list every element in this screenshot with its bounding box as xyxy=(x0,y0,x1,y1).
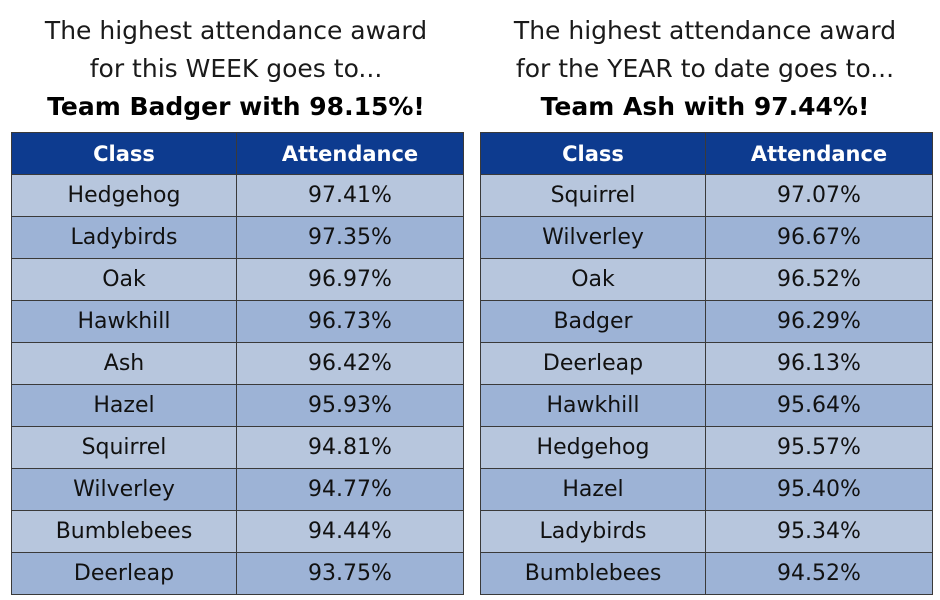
weekly-award-panel: The highest attendance award for this WE… xyxy=(11,12,464,595)
attendance-cell: 95.64% xyxy=(705,384,933,427)
yearly-table-body: Squirrel 97.07% Wilverley 96.67% Oak 96.52% Ba… xyxy=(480,174,933,595)
class-name-cell: Ladybirds xyxy=(11,216,237,259)
class-name-cell: Wilverley xyxy=(480,216,706,259)
table-row: Ash 96.42% xyxy=(11,342,464,385)
yearly-heading-line-2: for the YEAR to date goes to... xyxy=(515,54,895,83)
class-name-cell: Bumblebees xyxy=(11,510,237,553)
class-name-cell: Badger xyxy=(480,300,706,343)
attendance-cell: 96.67% xyxy=(705,216,933,259)
table-header-row: Class Attendance xyxy=(480,132,933,175)
yearly-attendance-table: Class Attendance Squirrel 97.07% Wilverley… xyxy=(480,132,933,595)
class-name-cell: Hazel xyxy=(480,468,706,511)
column-header-attendance: Attendance xyxy=(705,132,933,175)
weekly-heading-line-2: for this WEEK goes to... xyxy=(89,54,383,83)
attendance-cell: 97.41% xyxy=(236,174,464,217)
table-row: Squirrel 97.07% xyxy=(480,174,933,217)
attendance-cell: 95.34% xyxy=(705,510,933,553)
weekly-award-heading: The highest attendance award for this WE… xyxy=(11,12,461,132)
class-name-cell: Hedgehog xyxy=(480,426,706,469)
weekly-winner: Team Badger with 98.15%! xyxy=(47,92,425,121)
table-row: Bumblebees 94.44% xyxy=(11,510,464,553)
attendance-cell: 97.35% xyxy=(236,216,464,259)
class-name-cell: Hazel xyxy=(11,384,237,427)
yearly-award-heading: The highest attendance award for the YEA… xyxy=(480,12,930,132)
table-row: Ladybirds 97.35% xyxy=(11,216,464,259)
table-row: Deerleap 93.75% xyxy=(11,552,464,595)
class-name-cell: Ladybirds xyxy=(480,510,706,553)
table-row: Hawkhill 95.64% xyxy=(480,384,933,427)
table-row: Oak 96.52% xyxy=(480,258,933,301)
table-row: Deerleap 96.13% xyxy=(480,342,933,385)
column-header-attendance: Attendance xyxy=(236,132,464,175)
table-row: Oak 96.97% xyxy=(11,258,464,301)
table-row: Badger 96.29% xyxy=(480,300,933,343)
class-name-cell: Bumblebees xyxy=(480,552,706,595)
attendance-cell: 93.75% xyxy=(236,552,464,595)
class-name-cell: Wilverley xyxy=(11,468,237,511)
attendance-cell: 97.07% xyxy=(705,174,933,217)
attendance-cell: 96.29% xyxy=(705,300,933,343)
yearly-winner: Team Ash with 97.44%! xyxy=(540,92,870,121)
attendance-cell: 95.57% xyxy=(705,426,933,469)
table-row: Hedgehog 97.41% xyxy=(11,174,464,217)
table-row: Hawkhill 96.73% xyxy=(11,300,464,343)
column-header-class: Class xyxy=(11,132,237,175)
column-header-class: Class xyxy=(480,132,706,175)
attendance-cell: 94.77% xyxy=(236,468,464,511)
class-name-cell: Deerleap xyxy=(11,552,237,595)
table-row: Ladybirds 95.34% xyxy=(480,510,933,553)
weekly-heading-line-1: The highest attendance award xyxy=(44,16,428,45)
table-row: Hazel 95.93% xyxy=(11,384,464,427)
weekly-attendance-table: Class Attendance Hedgehog 97.41% Ladybirds… xyxy=(11,132,464,595)
attendance-cell: 95.93% xyxy=(236,384,464,427)
class-name-cell: Oak xyxy=(11,258,237,301)
class-name-cell: Hawkhill xyxy=(11,300,237,343)
table-row: Wilverley 96.67% xyxy=(480,216,933,259)
class-name-cell: Ash xyxy=(11,342,237,385)
table-row: Squirrel 94.81% xyxy=(11,426,464,469)
class-name-cell: Hawkhill xyxy=(480,384,706,427)
attendance-cell: 96.42% xyxy=(236,342,464,385)
attendance-cell: 96.52% xyxy=(705,258,933,301)
weekly-table-body: Hedgehog 97.41% Ladybirds 97.35% Oak 96.97% Ha… xyxy=(11,174,464,595)
class-name-cell: Deerleap xyxy=(480,342,706,385)
attendance-cell: 94.52% xyxy=(705,552,933,595)
attendance-cell: 94.44% xyxy=(236,510,464,553)
yearly-award-panel: The highest attendance award for the YEA… xyxy=(480,12,933,595)
table-row: Wilverley 94.77% xyxy=(11,468,464,511)
table-row: Bumblebees 94.52% xyxy=(480,552,933,595)
class-name-cell: Oak xyxy=(480,258,706,301)
yearly-heading-line-1: The highest attendance award xyxy=(513,16,897,45)
attendance-cell: 96.73% xyxy=(236,300,464,343)
class-name-cell: Squirrel xyxy=(480,174,706,217)
attendance-cell: 96.13% xyxy=(705,342,933,385)
table-row: Hazel 95.40% xyxy=(480,468,933,511)
table-row: Hedgehog 95.57% xyxy=(480,426,933,469)
attendance-cell: 96.97% xyxy=(236,258,464,301)
attendance-cell: 95.40% xyxy=(705,468,933,511)
class-name-cell: Squirrel xyxy=(11,426,237,469)
table-header-row: Class Attendance xyxy=(11,132,464,175)
class-name-cell: Hedgehog xyxy=(11,174,237,217)
attendance-cell: 94.81% xyxy=(236,426,464,469)
